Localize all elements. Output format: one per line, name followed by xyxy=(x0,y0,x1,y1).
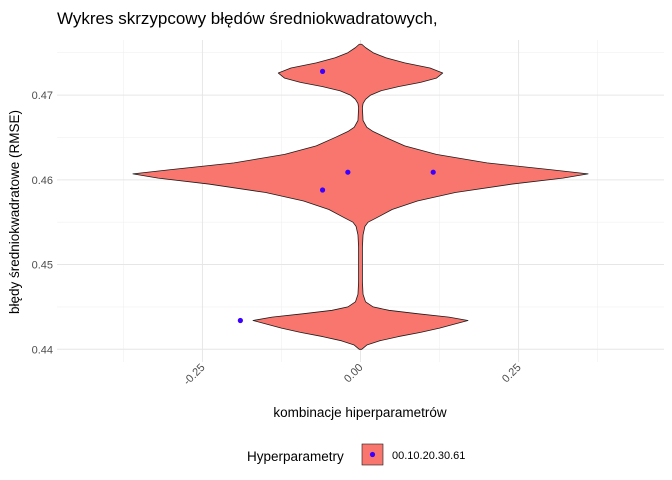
y-tick-label: 0.44 xyxy=(32,344,53,356)
x-tick-label: 0.25 xyxy=(500,362,524,386)
y-tick-label: 0.45 xyxy=(32,260,53,272)
data-point-2 xyxy=(319,187,326,193)
x-tick-label: -0.25 xyxy=(181,362,207,388)
data-point-0 xyxy=(237,317,243,324)
x-axis-ticks: -0.25 0.00 0.25 xyxy=(181,362,523,388)
y-tick-label: 0.47 xyxy=(32,90,53,102)
legend: Hyperparametry 00.10.20.30.61 xyxy=(247,443,465,466)
violin-shapes xyxy=(132,43,589,350)
violin-0 xyxy=(132,43,589,350)
legend-key-point xyxy=(369,451,376,458)
data-point-3 xyxy=(345,169,351,175)
data-points xyxy=(237,68,436,324)
y-tick-label: 0.46 xyxy=(32,175,53,187)
chart-title: Wykres skrzypcowy błędów średniokwadrato… xyxy=(57,9,438,28)
data-point-4 xyxy=(430,169,436,175)
legend-entry-label: 00.10.20.30.61 xyxy=(392,450,465,462)
data-point-1 xyxy=(319,68,326,74)
legend-title: Hyperparametry xyxy=(247,449,344,464)
x-tick-label: 0.00 xyxy=(342,362,366,386)
y-axis-title: błędy średniokwadratowe (RMSE) xyxy=(7,110,22,314)
y-axis-ticks: 0.44 0.45 0.46 0.47 xyxy=(32,90,53,356)
x-axis-title: kombinacje hiperparametrów xyxy=(273,405,447,420)
